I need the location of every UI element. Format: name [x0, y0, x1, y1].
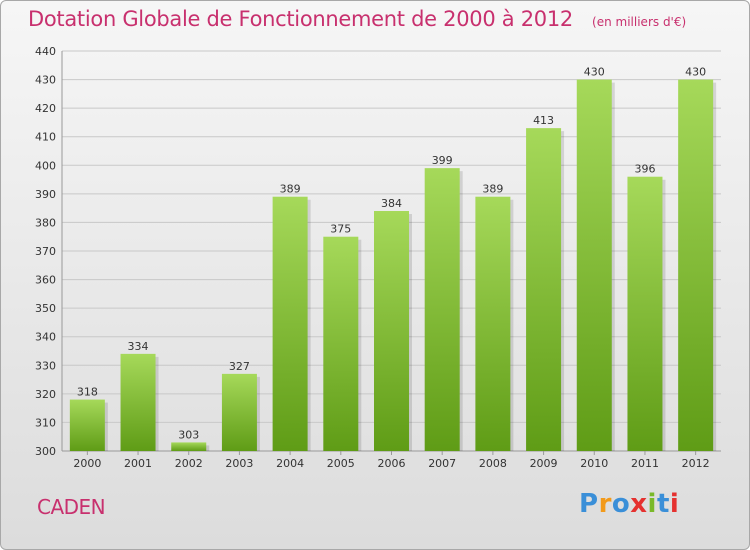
y-tick-label: 360	[35, 274, 56, 287]
bar-2006	[374, 211, 409, 451]
x-tick-label-2009: 2009	[530, 457, 558, 470]
x-tick-label-2004: 2004	[276, 457, 304, 470]
bar-2011	[627, 176, 663, 451]
data-label-2006: 384	[381, 197, 402, 210]
bar-2001	[120, 353, 156, 451]
bar-2008	[475, 196, 511, 451]
x-axis: 2000 2001 2002 2003 2004 2005 2006 2007 2008 2009…	[73, 451, 710, 470]
y-tick-label: 320	[35, 388, 56, 401]
logo-letter: r	[598, 489, 612, 519]
bars: 318 334 303 327 389 375 384 399 389 413 430 396 430	[69, 66, 717, 452]
data-label-2012: 430	[685, 66, 706, 79]
data-label-2010: 430	[584, 66, 605, 79]
bar-2007	[424, 168, 460, 451]
y-tick-label: 440	[35, 45, 56, 58]
y-tick-label: 420	[35, 102, 56, 115]
bar-2002	[171, 442, 207, 451]
x-tick-label-2011: 2011	[631, 457, 659, 470]
x-tick-label-2000: 2000	[73, 457, 101, 470]
y-tick-label: 330	[35, 359, 56, 372]
y-tick-label: 350	[35, 302, 56, 315]
logo-letter: t	[656, 489, 670, 519]
bar-2009	[526, 128, 562, 451]
logo-letter: x	[630, 489, 648, 519]
logo-letter: i	[647, 489, 657, 519]
x-tick-label-2008: 2008	[479, 457, 507, 470]
y-tick-label: 310	[35, 416, 56, 429]
x-tick-label-2001: 2001	[124, 457, 152, 470]
data-label-2005: 375	[330, 223, 351, 236]
bar-2004	[272, 196, 308, 451]
y-tick-label: 380	[35, 216, 56, 229]
data-label-2004: 389	[280, 183, 301, 196]
data-label-2001: 334	[128, 340, 149, 353]
x-tick-label-2002: 2002	[175, 457, 203, 470]
bar-2005	[323, 236, 359, 451]
place-name: CADEN	[37, 495, 106, 519]
x-tick-label-2003: 2003	[225, 457, 253, 470]
data-label-2002: 303	[178, 428, 199, 441]
data-label-2000: 318	[77, 386, 98, 399]
logo-letter: P	[579, 489, 599, 519]
bar-2010	[576, 79, 612, 452]
data-label-2009: 413	[533, 114, 554, 127]
data-label-2007: 399	[432, 154, 453, 167]
y-tick-label: 370	[35, 245, 56, 258]
x-tick-label-2005: 2005	[327, 457, 355, 470]
title-row: Dotation Globale de Fonctionnement de 20…	[28, 7, 686, 31]
proxiti-logo: Proxiti	[579, 489, 679, 519]
data-label-2008: 389	[482, 183, 503, 196]
chart-subtitle: (en milliers d'€)	[592, 15, 687, 29]
x-tick-label-2012: 2012	[682, 457, 710, 470]
data-label-2011: 396	[634, 163, 655, 176]
x-tick-label-2007: 2007	[428, 457, 456, 470]
x-tick-label-2010: 2010	[580, 457, 608, 470]
y-tick-label: 300	[35, 445, 56, 458]
bar-2000	[69, 399, 105, 451]
x-tick-label-2006: 2006	[378, 457, 406, 470]
data-label-2003: 327	[229, 360, 250, 373]
y-tick-label: 390	[35, 188, 56, 201]
y-tick-label: 430	[35, 74, 56, 87]
y-tick-label: 340	[35, 331, 56, 344]
logo-letter: o	[611, 489, 631, 519]
bar-2012	[678, 79, 714, 452]
bar-2003	[221, 373, 257, 451]
chart-title: Dotation Globale de Fonctionnement de 20…	[28, 7, 573, 31]
y-tick-label: 400	[35, 159, 56, 172]
y-tick-label: 410	[35, 131, 56, 144]
logo-letter: i	[669, 489, 680, 519]
